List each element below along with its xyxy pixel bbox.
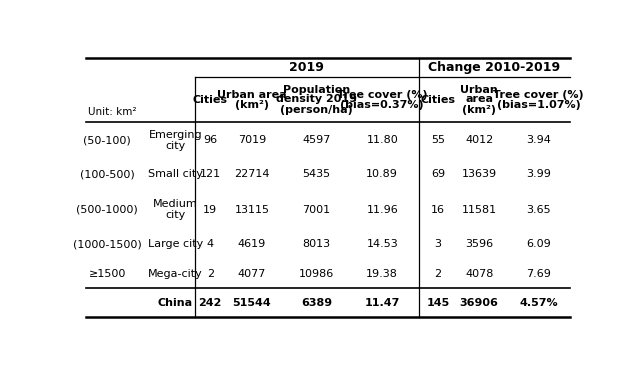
Text: Urban: Urban [460,85,498,94]
Text: 10.89: 10.89 [366,169,398,179]
Text: 3.99: 3.99 [526,169,551,179]
Text: (1000-1500): (1000-1500) [73,239,141,249]
Text: (km²): (km²) [462,104,496,115]
Text: Large city: Large city [148,239,203,249]
Text: Urban area: Urban area [217,89,287,99]
Text: Change 2010-2019: Change 2010-2019 [428,61,560,74]
Text: 6.09: 6.09 [527,239,551,249]
Text: 242: 242 [198,298,222,308]
Text: 4: 4 [207,239,214,249]
Text: 96: 96 [203,135,217,146]
Text: 4077: 4077 [238,269,266,279]
Text: Emerging: Emerging [148,130,202,140]
Text: 3: 3 [435,239,442,249]
Text: 11.80: 11.80 [366,135,398,146]
Text: density 2019: density 2019 [276,94,357,104]
Text: Tree cover (%): Tree cover (%) [337,89,428,99]
Text: 2: 2 [435,269,442,279]
Text: 11.96: 11.96 [366,205,398,215]
Text: Unit: km²: Unit: km² [88,107,136,117]
Text: (bias=1.07%): (bias=1.07%) [497,99,580,110]
Text: area: area [465,94,493,104]
Text: Cities: Cities [193,94,228,104]
Text: 69: 69 [431,169,445,179]
Text: 6389: 6389 [301,298,332,308]
Text: (100-500): (100-500) [80,169,134,179]
Text: 4078: 4078 [465,269,493,279]
Text: Population: Population [283,85,350,94]
Text: 2: 2 [207,269,214,279]
Text: ≥1500: ≥1500 [88,269,126,279]
Text: 16: 16 [431,205,445,215]
Text: (km²): (km²) [235,99,269,110]
Text: 11.47: 11.47 [365,298,400,308]
Text: 3.65: 3.65 [527,205,551,215]
Text: 10986: 10986 [299,269,334,279]
Text: 145: 145 [426,298,450,308]
Text: Cities: Cities [420,94,456,104]
Text: 22714: 22714 [234,169,270,179]
Text: 4.57%: 4.57% [520,298,558,308]
Text: Tree cover (%): Tree cover (%) [493,89,584,99]
Text: 13639: 13639 [461,169,497,179]
Text: city: city [165,210,186,220]
Text: 13115: 13115 [234,205,269,215]
Text: 2019: 2019 [289,61,324,74]
Text: 3.94: 3.94 [526,135,551,146]
Text: 19: 19 [203,205,217,215]
Text: 7.69: 7.69 [526,269,551,279]
Text: 14.53: 14.53 [366,239,398,249]
Text: Medium: Medium [153,199,198,209]
Text: 8013: 8013 [302,239,330,249]
Text: 7001: 7001 [302,205,330,215]
Text: 55: 55 [431,135,445,146]
Text: 7019: 7019 [238,135,266,146]
Text: 36906: 36906 [460,298,499,308]
Text: (bias=0.37%): (bias=0.37%) [340,99,424,110]
Text: 3596: 3596 [465,239,493,249]
Text: city: city [165,141,186,151]
Text: 4012: 4012 [465,135,493,146]
Text: 5435: 5435 [302,169,330,179]
Text: (person/ha): (person/ha) [280,104,353,115]
Text: (50-100): (50-100) [83,135,131,146]
Text: (500-1000): (500-1000) [76,205,138,215]
Text: China: China [158,298,193,308]
Text: Mega-city: Mega-city [148,269,203,279]
Text: 4597: 4597 [302,135,331,146]
Text: 51544: 51544 [233,298,271,308]
Text: 4619: 4619 [238,239,266,249]
Text: Small city: Small city [148,169,203,179]
Text: 11581: 11581 [461,205,497,215]
Text: 19.38: 19.38 [366,269,398,279]
Text: 121: 121 [200,169,221,179]
